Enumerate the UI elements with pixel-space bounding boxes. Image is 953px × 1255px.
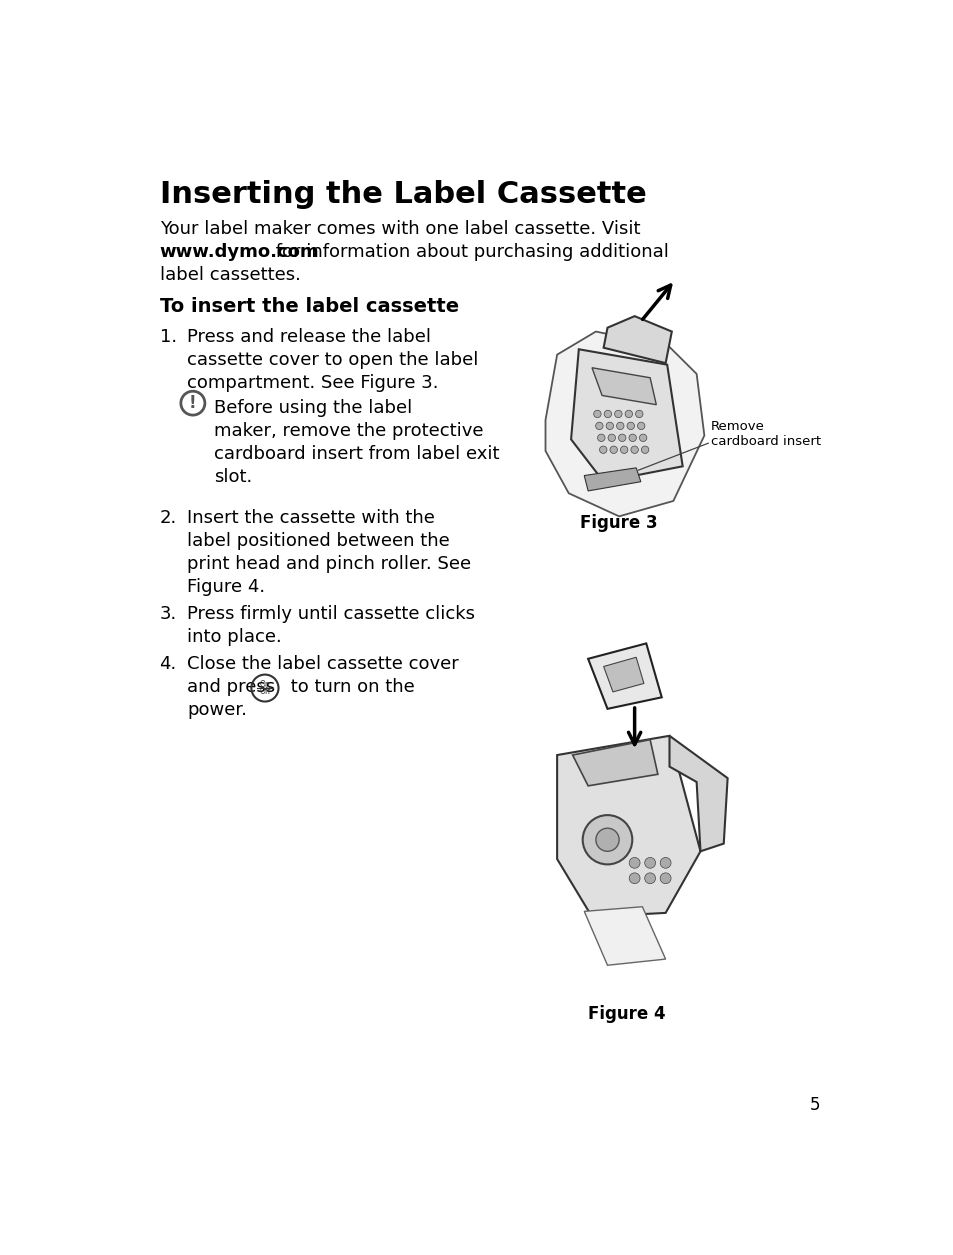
Text: Close the label cassette cover: Close the label cassette cover <box>187 655 458 673</box>
Circle shape <box>644 857 655 868</box>
Circle shape <box>635 410 642 418</box>
Text: label positioned between the: label positioned between the <box>187 532 450 550</box>
Circle shape <box>629 857 639 868</box>
Circle shape <box>609 446 617 453</box>
Text: compartment. See Figure 3.: compartment. See Figure 3. <box>187 374 438 392</box>
Text: Before using the label: Before using the label <box>213 399 412 417</box>
Text: into place.: into place. <box>187 628 282 646</box>
Circle shape <box>628 434 636 442</box>
Text: Figure 3: Figure 3 <box>579 515 658 532</box>
Circle shape <box>659 857 670 868</box>
Polygon shape <box>603 316 671 363</box>
Circle shape <box>629 873 639 884</box>
Circle shape <box>640 446 648 453</box>
Text: 4.: 4. <box>159 655 176 673</box>
Circle shape <box>593 410 600 418</box>
Text: and press: and press <box>187 678 275 697</box>
Text: Figure 4: Figure 4 <box>587 1005 665 1023</box>
Polygon shape <box>587 644 661 709</box>
Circle shape <box>603 410 611 418</box>
Polygon shape <box>571 349 682 482</box>
Text: Remove
cardboard insert: Remove cardboard insert <box>710 420 820 448</box>
Polygon shape <box>583 468 640 491</box>
Text: Inserting the Label Cassette: Inserting the Label Cassette <box>159 179 645 208</box>
Text: slot.: slot. <box>213 468 252 486</box>
Circle shape <box>644 873 655 884</box>
Polygon shape <box>669 735 727 851</box>
Circle shape <box>605 422 613 429</box>
Circle shape <box>582 814 632 865</box>
Circle shape <box>595 422 602 429</box>
Polygon shape <box>545 331 703 516</box>
Polygon shape <box>572 739 658 786</box>
Circle shape <box>607 434 615 442</box>
Text: Figure 4.: Figure 4. <box>187 579 265 596</box>
Text: Your label maker comes with one label cassette. Visit: Your label maker comes with one label ca… <box>159 220 639 238</box>
Text: cassette cover to open the label: cassette cover to open the label <box>187 351 478 369</box>
Circle shape <box>614 410 621 418</box>
Text: www.dymo.com: www.dymo.com <box>159 243 319 261</box>
Text: 1.: 1. <box>159 328 176 345</box>
Text: label cassettes.: label cassettes. <box>159 266 300 284</box>
Text: Off: Off <box>259 688 271 697</box>
Text: for information about purchasing additional: for information about purchasing additio… <box>270 243 668 261</box>
Text: print head and pinch roller. See: print head and pinch roller. See <box>187 555 471 572</box>
Text: 5: 5 <box>809 1096 820 1114</box>
Circle shape <box>596 828 618 851</box>
Polygon shape <box>603 658 643 692</box>
Text: Press firmly until cassette clicks: Press firmly until cassette clicks <box>187 605 475 622</box>
Circle shape <box>659 873 670 884</box>
Text: !: ! <box>189 394 196 412</box>
Text: 2.: 2. <box>159 508 176 527</box>
Text: cardboard insert from label exit: cardboard insert from label exit <box>213 444 498 463</box>
Text: to turn on the: to turn on the <box>284 678 414 697</box>
Polygon shape <box>583 907 665 965</box>
Circle shape <box>639 434 646 442</box>
Text: power.: power. <box>187 702 247 719</box>
Text: On: On <box>259 680 270 689</box>
Circle shape <box>618 434 625 442</box>
Polygon shape <box>557 735 700 916</box>
Circle shape <box>616 422 623 429</box>
Circle shape <box>630 446 638 453</box>
Circle shape <box>598 446 606 453</box>
Text: Insert the cassette with the: Insert the cassette with the <box>187 508 435 527</box>
Text: Press and release the label: Press and release the label <box>187 328 431 345</box>
Text: 3.: 3. <box>159 605 176 622</box>
Circle shape <box>619 446 627 453</box>
Circle shape <box>626 422 634 429</box>
Circle shape <box>624 410 632 418</box>
Polygon shape <box>592 368 656 404</box>
Circle shape <box>597 434 604 442</box>
Text: To insert the label cassette: To insert the label cassette <box>159 297 458 316</box>
Text: maker, remove the protective: maker, remove the protective <box>213 422 483 439</box>
Circle shape <box>637 422 644 429</box>
